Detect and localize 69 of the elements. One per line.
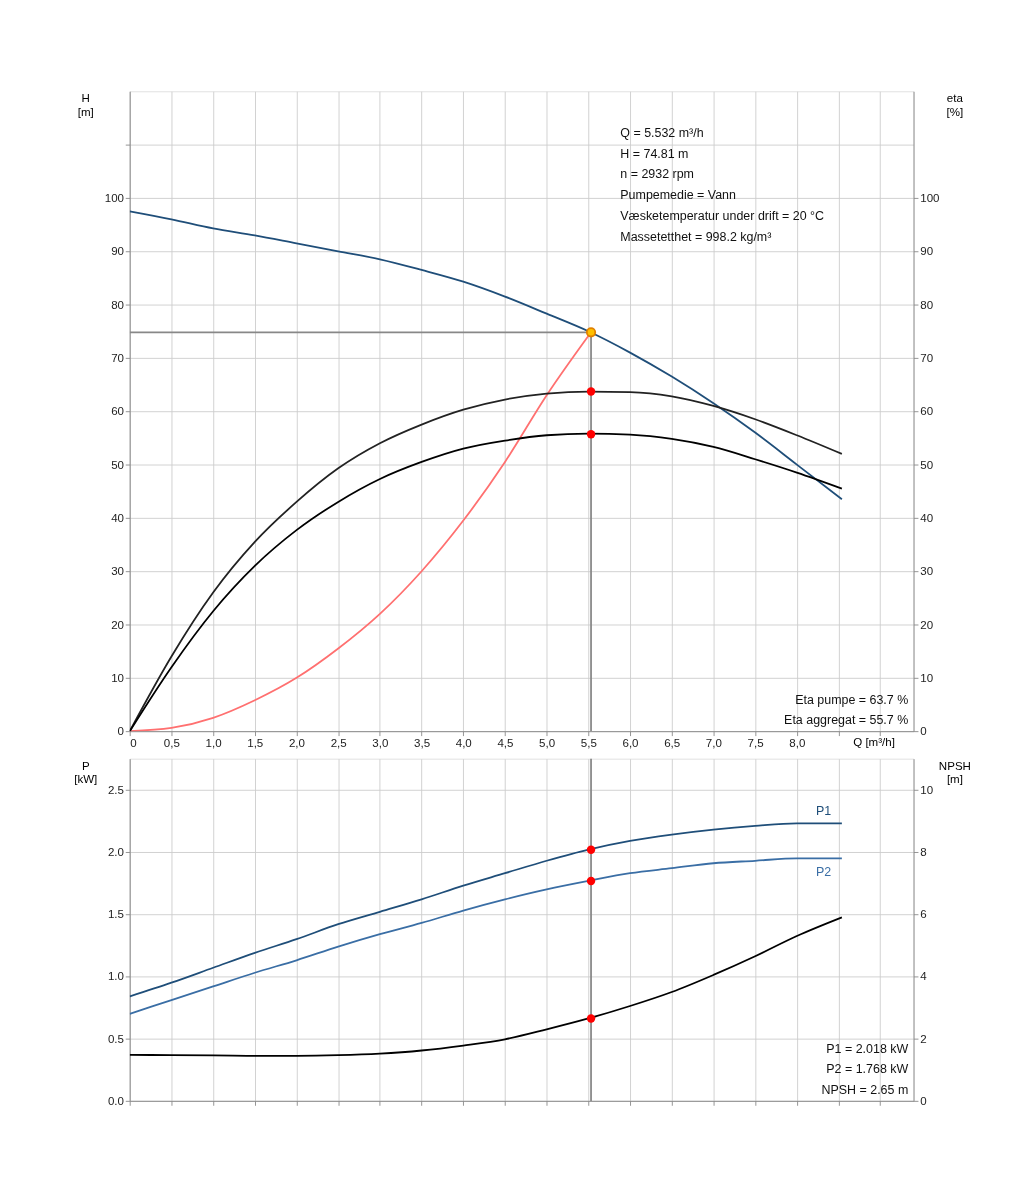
x-tick-label: 4,5 [497,736,514,749]
y2-tick-label: 60 [920,405,934,418]
x-tick-label: 5,5 [580,736,597,749]
x-axis-title: Q [m³/h] [853,735,895,748]
y2-tick-label: 0 [920,1094,927,1107]
annotation: H = 74.81 m [620,146,689,161]
y2-tick-label: 6 [920,908,927,921]
x-tick-label: 8,0 [789,736,806,749]
series-label: P1 [815,803,832,818]
y-tick-label: 2.5 [107,783,124,796]
y-tick-label: 20 [111,618,124,631]
annotation: Eta aggregat = 55.7 % [784,713,909,728]
y2-tick-label: 90 [920,245,934,258]
x-tick-label: 0 [130,736,137,749]
y-tick-label: 40 [111,511,124,524]
y-axis-title: P [kW] [74,759,98,786]
x-tick-label: 7,0 [705,736,722,749]
y2-tick-label: 8 [920,846,927,859]
y2-tick-label: 40 [920,511,934,524]
annotation: Eta pumpe = 63.7 % [795,692,909,707]
y2-tick-label: 10 [920,783,934,796]
y-tick-label: 30 [111,565,124,578]
annotation: P1 = 2.018 kW [826,1041,909,1056]
y-tick-label: 1.5 [107,908,124,921]
y2-tick-label: 80 [920,298,934,311]
x-tick-label: 1,0 [205,736,222,749]
x-tick-label: 0,5 [163,736,180,749]
annotation: Væsketemperatur under drift = 20 °C [620,209,825,224]
y-tick-label: 10 [111,671,124,684]
y2-axis-title: NPSH [m] [938,759,971,786]
x-tick-label: 6,5 [664,736,681,749]
annotation: Q = 5.532 m³/h [620,125,704,140]
x-tick-label: 7,5 [747,736,764,749]
y-tick-label: 100 [104,191,124,204]
series-label: P2 [815,865,832,880]
x-tick-label: 2,5 [330,736,347,749]
x-tick-label: 5,0 [539,736,556,749]
annotation: Pumpemedie = Vann [620,188,736,203]
x-tick-label: 2,0 [288,736,305,749]
x-tick-label: 6,0 [622,736,639,749]
x-tick-label: 4,0 [455,736,472,749]
x-tick-label: 1,5 [247,736,264,749]
annotation: Massetetthet = 998.2 kg/m³ [620,230,772,245]
y-tick-label: 80 [111,298,124,311]
y-tick-label: 70 [111,351,124,364]
y2-tick-label: 70 [920,351,934,364]
x-tick-label: 3,5 [414,736,431,749]
y-tick-label: 50 [111,458,124,471]
y-axis-title: H [m] [77,92,94,118]
y-tick-label: 0.0 [107,1094,124,1107]
y-tick-label: 60 [111,405,124,418]
y2-tick-label: 0 [920,725,927,738]
y2-tick-label: 100 [920,191,940,204]
x-tick-label: 3,0 [372,736,389,749]
y-tick-label: 0 [117,725,124,738]
annotation: n = 2932 rpm [620,167,694,182]
annotation: NPSH = 2.65 m [821,1082,909,1097]
annotation: P2 = 1.768 kW [826,1062,909,1077]
y-tick-label: 2.0 [107,846,124,859]
y2-tick-label: 50 [920,458,934,471]
y2-tick-label: 30 [920,565,934,578]
y-tick-label: 90 [111,245,124,258]
y2-tick-label: 10 [920,671,934,684]
y2-tick-label: 20 [920,618,934,631]
y2-tick-label: 2 [920,1032,927,1045]
y2-tick-label: 4 [920,970,928,983]
y-tick-label: 0.5 [107,1032,124,1045]
y-tick-label: 1.0 [107,970,124,983]
y2-axis-title: eta [%] [946,92,964,118]
